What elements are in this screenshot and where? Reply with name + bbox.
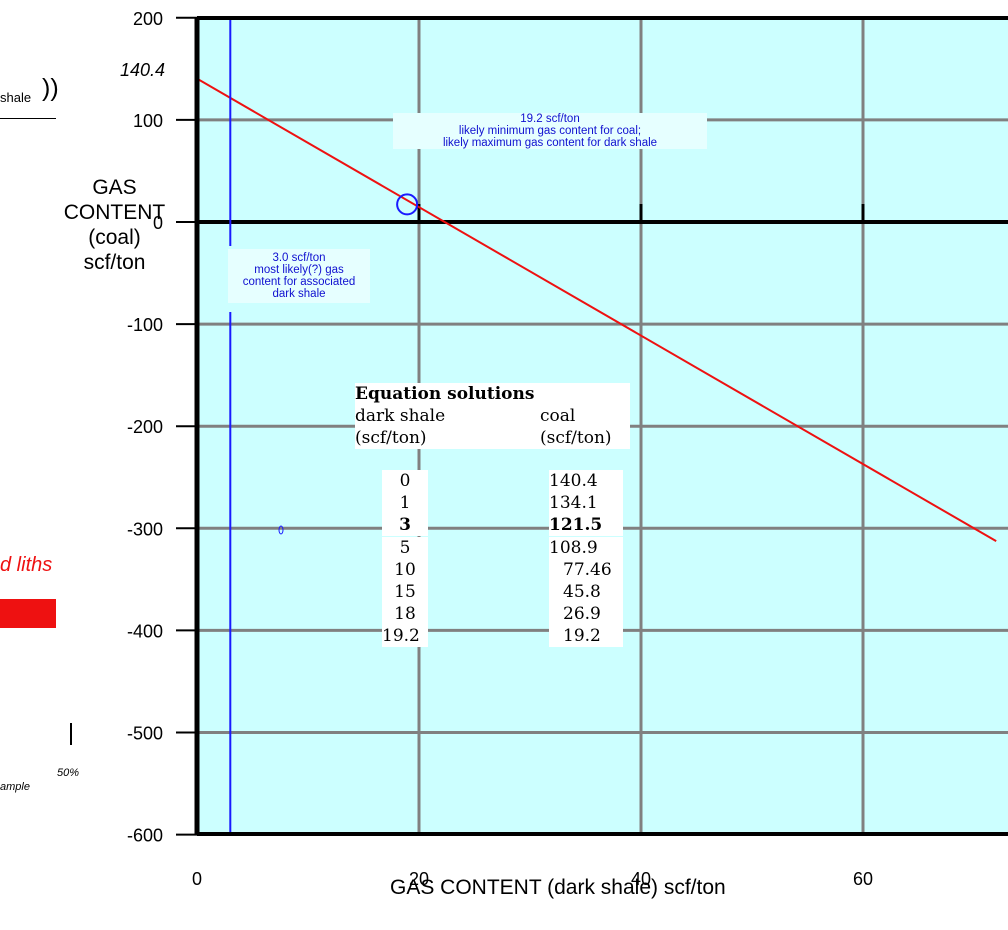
small-marker-group [278, 525, 284, 535]
fragment-sample: ample [0, 781, 30, 793]
y-axis-label: GAS CONTENT (coal) scf/ton [52, 175, 177, 275]
x-tick-labels: 0 20 40 60 [192, 869, 873, 889]
table-row-4-shale: 10 [382, 558, 428, 581]
table-col2-header-line-1: coal [540, 405, 576, 427]
table-row-1-shale: 1 [382, 492, 428, 515]
y-tick-label--500: -500 [127, 724, 163, 744]
highlight-point [396, 193, 419, 216]
table-row-0-shale: 0 [382, 470, 428, 492]
intercept-label: 140.4 [120, 60, 166, 80]
y-axis-label-line-3: (coal) [88, 226, 141, 249]
table-title: Equation solutions [355, 383, 630, 405]
table-row-4-coal: 77.46 [549, 558, 623, 581]
x-tick-label-20: 20 [409, 869, 429, 889]
small-marker [278, 525, 284, 535]
fragment-red-bar [0, 599, 56, 628]
highlight-point-group [396, 193, 419, 216]
annotation-2-line-3: content for associated [242, 276, 356, 288]
y-tick-labels: 200 100 0 -100 -200 -300 -400 -500 -600 [127, 9, 163, 846]
table-row-2-shale: 3 [382, 514, 428, 537]
table-row-5-coal: 45.8 [549, 581, 623, 603]
y-axis-label-line-1: GAS [92, 176, 137, 199]
table-row-7-shale: 19.2 [382, 625, 428, 648]
y-tick-label-0: 0 [153, 213, 163, 233]
plot-frame [194, 16, 1008, 836]
table-row-0-coal: 140.4 [549, 470, 623, 492]
annotation-2-line-2: most likely(?) gas [254, 264, 344, 276]
table-col2-header-line-2: (scf/ton) [540, 427, 612, 449]
annotation-2-line-1: 3.0 scf/ton [272, 252, 326, 264]
y-axis-label-line-4: scf/ton [83, 251, 146, 274]
annotation-2-line-4: dark shale [272, 288, 326, 300]
table-row-3-shale: 5 [382, 536, 428, 559]
table-row-3-coal: 108.9 [549, 536, 623, 559]
y-tick-label--200: -200 [127, 417, 163, 437]
table-row-6-coal: 26.9 [549, 603, 623, 626]
table-col1-header-line-1: dark shale [355, 405, 630, 427]
fragment-underline [0, 118, 56, 119]
x-axis-label: GAS CONTENT (dark shale) scf/ton [390, 876, 726, 899]
y-axis-label-line-2: CONTENT [63, 201, 166, 224]
annotation-1-line-3: likely maximum gas content for dark shal… [442, 137, 658, 149]
table-row-5-shale: 15 [382, 581, 428, 603]
x-tick-label-0: 0 [192, 869, 202, 889]
series-line-0 [197, 77, 997, 543]
y-tick-label-200: 200 [133, 9, 163, 29]
y-tick-label--100: -100 [127, 315, 163, 335]
annotation-max-shale: 19.2 scf/ton likely minimum gas content … [393, 113, 707, 149]
table-row-7-coal: 19.2 [549, 625, 623, 648]
table-row-6-shale: 18 [382, 603, 428, 626]
annotation-1-line-1: 19.2 scf/ton [520, 113, 580, 125]
x-tick-label-60: 60 [853, 869, 873, 889]
y-tick-label-100: 100 [133, 111, 163, 131]
x-tick-label-40: 40 [631, 869, 651, 889]
table-row-1-coal: 134.1 [549, 492, 623, 515]
fragment-percent: 50% [57, 767, 80, 779]
series-group [197, 77, 997, 543]
table-row-2-coal: 121.5 [549, 514, 623, 537]
fragment-parens: )) [42, 74, 59, 102]
y-tick-label--600: -600 [127, 826, 163, 846]
fragment-shale: shale [0, 90, 32, 105]
fragment-liths: d liths [0, 554, 53, 576]
fragment-tick-mark [70, 723, 72, 745]
annotation-1-line-2: likely minimum gas content for coal; [458, 125, 642, 137]
annotation-likely-shale: 3.0 scf/ton most likely(?) gas content f… [228, 249, 370, 303]
y-tick-label--400: -400 [127, 621, 163, 641]
y-tick-label--300: -300 [127, 519, 163, 539]
